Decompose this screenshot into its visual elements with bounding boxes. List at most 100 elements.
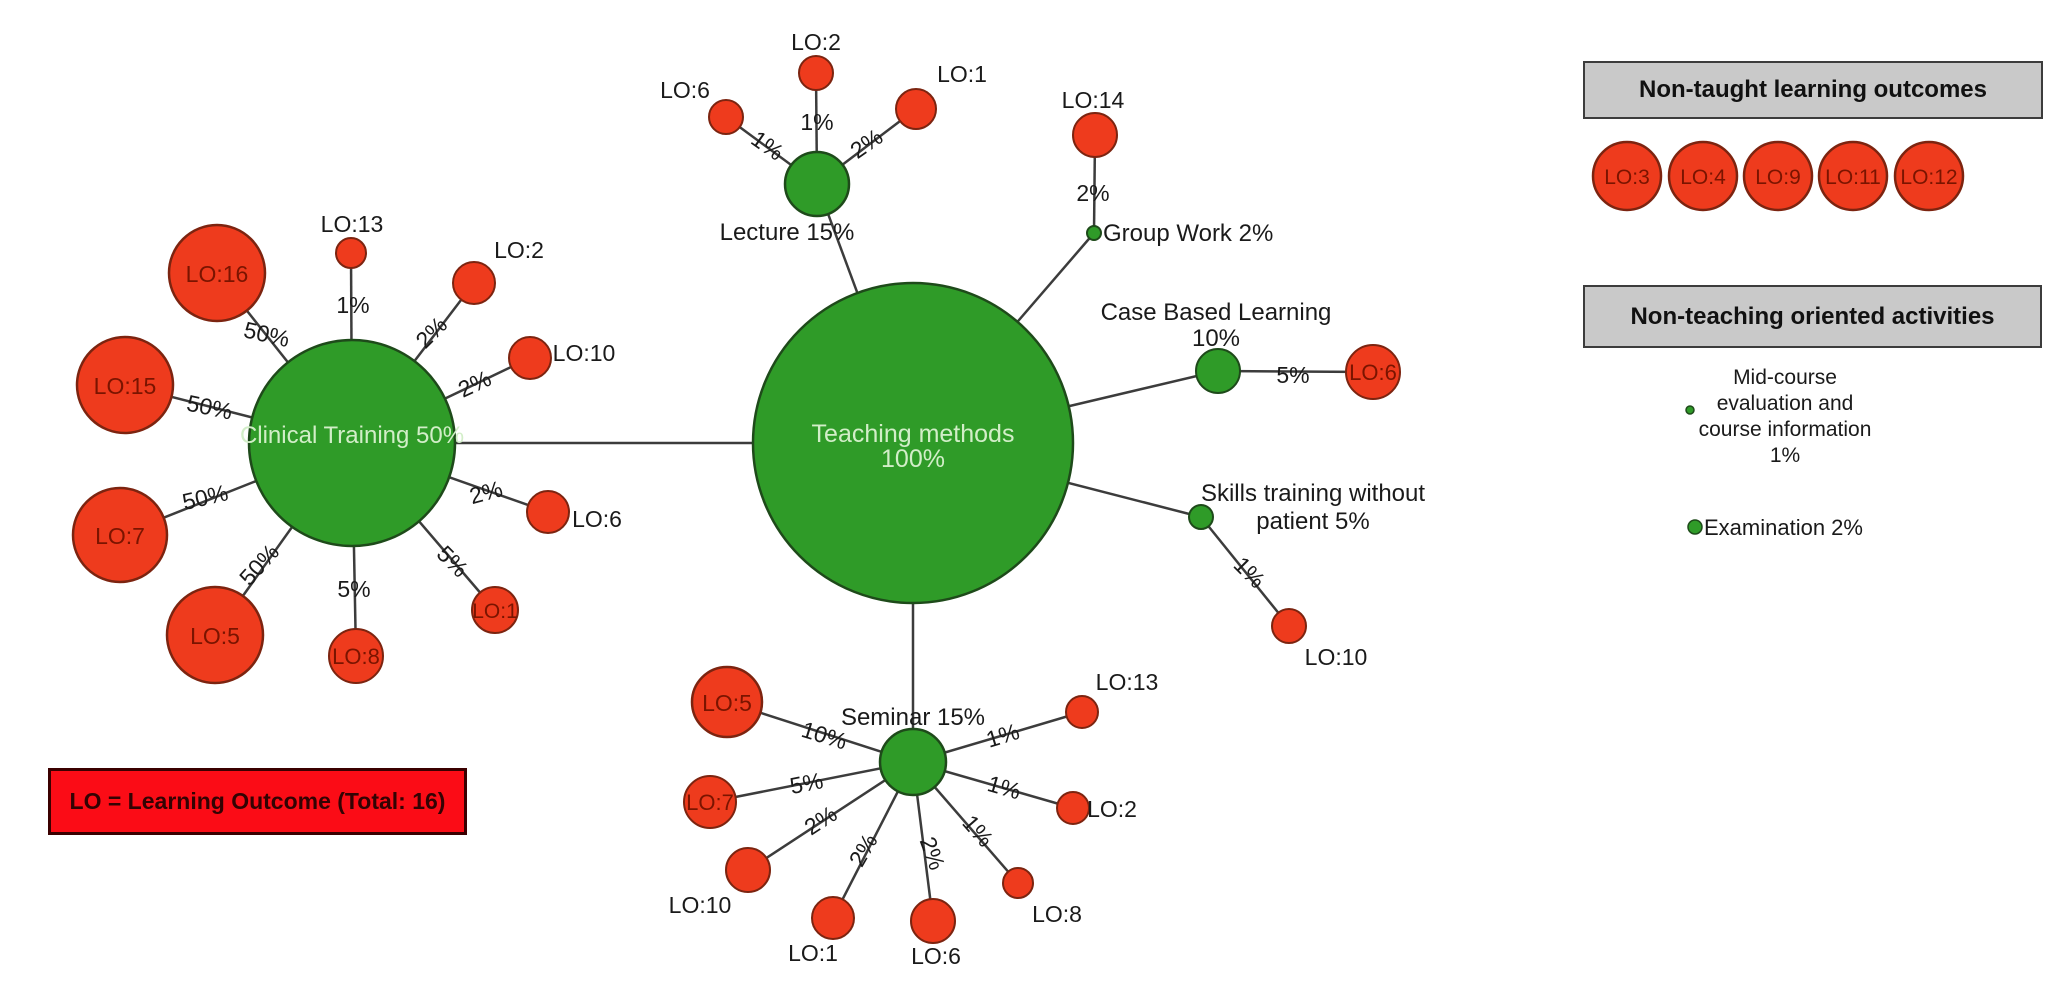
legend-circle-label: LO:4 xyxy=(1680,166,1726,189)
mid-course-label: course information xyxy=(1699,418,1872,441)
edge-line-21 xyxy=(1200,516,1290,627)
legend-circle-label: LO:12 xyxy=(1900,166,1957,189)
mid-course-label: evaluation and xyxy=(1717,392,1854,415)
node-seminar-lo10-circle xyxy=(725,847,771,893)
node-lecture-lo6-label: LO:6 xyxy=(660,77,710,103)
edge-label-29: 1% xyxy=(983,718,1022,753)
examination-label: Examination 2% xyxy=(1704,515,1863,540)
node-groupwork-lo14-label: LO:14 xyxy=(1062,87,1125,113)
node-groupwork-circle xyxy=(1086,225,1102,241)
node-lecture-lo6-circle xyxy=(708,99,744,135)
node-teaching-circle xyxy=(751,281,1075,605)
node-seminar-lo2-label: LO:2 xyxy=(1087,796,1137,822)
node-groupwork-label: Group Work 2% xyxy=(1103,220,1273,247)
node-skills-circle xyxy=(1188,504,1214,530)
legend-circle-lo11 xyxy=(1817,140,1889,212)
node-seminar-lo5-circle xyxy=(690,665,764,739)
node-seminar-lo10-label: LO:10 xyxy=(669,892,732,918)
node-casebased-circle xyxy=(1195,348,1241,394)
legend-circle-lo12 xyxy=(1893,140,1965,212)
node-seminar-lo6-label: LO:6 xyxy=(911,943,961,969)
legend-circle-label: LO:3 xyxy=(1604,166,1650,189)
node-clinical-lo16-label: LO:16 xyxy=(186,261,249,287)
node-skills-lo10-circle xyxy=(1271,608,1307,644)
legend-circle-lo4 xyxy=(1667,140,1739,212)
node-clinical-circle xyxy=(247,338,457,548)
edge-label-9: 2% xyxy=(454,365,495,403)
edge-label-28: 1% xyxy=(985,770,1024,804)
edge-label-19: 2% xyxy=(1076,180,1109,206)
node-seminar-lo1-circle xyxy=(811,896,855,940)
mid-course-dot xyxy=(1685,405,1695,415)
node-seminar-lo6-circle xyxy=(910,898,956,944)
node-seminar-lo1-label: LO:1 xyxy=(788,940,838,966)
learning-outcome-note: LO = Learning Outcome (Total: 16) xyxy=(48,768,467,835)
node-clinical-lo13-circle xyxy=(335,237,367,269)
node-clinical-lo6-label: LO:6 xyxy=(572,506,622,532)
node-seminar-lo7-label: LO:7 xyxy=(686,790,734,815)
examination-dot xyxy=(1687,519,1703,535)
edge-label-15: 5% xyxy=(337,576,370,602)
node-lecture-lo2-label: LO:2 xyxy=(791,29,841,55)
node-clinical-lo10-label: LO:10 xyxy=(553,340,616,366)
node-clinical-lo2-label: LO:2 xyxy=(494,237,544,263)
node-clinical-label: Clinical Training 50% xyxy=(240,422,464,449)
node-seminar-lo8-circle xyxy=(1002,867,1034,899)
edge-label-27: 1% xyxy=(957,810,998,852)
node-casebased-lo6-label: LO:6 xyxy=(1349,360,1397,385)
node-casebased-label: Case Based Learning xyxy=(1101,299,1332,326)
edge-label-7: 1% xyxy=(336,292,369,318)
legend-circle-lo9 xyxy=(1742,140,1814,212)
node-casebased-label: 10% xyxy=(1192,325,1240,352)
node-seminar-label: Seminar 15% xyxy=(841,704,985,731)
node-clinical-lo5-label: LO:5 xyxy=(190,623,240,649)
node-clinical-lo16-circle xyxy=(167,223,267,323)
mid-course-label: 1% xyxy=(1770,444,1800,467)
node-clinical-lo1-circle xyxy=(471,586,519,634)
node-teaching-label: Teaching methods xyxy=(812,420,1015,448)
edge-label-12: 50% xyxy=(180,479,231,515)
node-clinical-lo8-label: LO:8 xyxy=(332,644,380,669)
legend-circle-label: LO:11 xyxy=(1825,166,1881,189)
legend-title-non-taught-learning-outcomes: Non-taught learning outcomes xyxy=(1583,61,2043,119)
node-lecture-lo2-circle xyxy=(798,55,834,91)
node-seminar-lo2-circle xyxy=(1056,791,1090,825)
edge-label-17: 1% xyxy=(800,109,833,135)
node-lecture-circle xyxy=(783,150,851,218)
node-seminar-lo7-circle xyxy=(683,775,737,829)
edge-label-6: 50% xyxy=(241,316,292,352)
node-seminar-lo8-label: LO:8 xyxy=(1032,901,1082,927)
node-skills-label: Skills training without xyxy=(1201,480,1425,507)
node-seminar-lo5-label: LO:5 xyxy=(702,690,752,716)
node-seminar-lo13-label: LO:13 xyxy=(1096,669,1159,695)
node-clinical-lo6-circle xyxy=(526,490,570,534)
node-lecture-lo1-circle xyxy=(895,88,937,130)
node-clinical-lo15-circle xyxy=(75,335,175,435)
node-clinical-lo5-circle xyxy=(165,585,265,685)
node-seminar-lo13-circle xyxy=(1065,695,1099,729)
edge-line-23 xyxy=(709,760,914,804)
edge-label-10: 50% xyxy=(184,390,234,425)
node-skills-label: patient 5% xyxy=(1256,508,1369,535)
node-skills-lo10-label: LO:10 xyxy=(1305,644,1368,670)
node-clinical-lo10-circle xyxy=(508,336,552,380)
edge-label-11: 2% xyxy=(467,475,506,509)
node-clinical-lo15-label: LO:15 xyxy=(94,373,157,399)
node-clinical-lo2-circle xyxy=(452,261,496,305)
node-clinical-lo13-label: LO:13 xyxy=(321,211,384,237)
edge-label-26: 2% xyxy=(915,833,951,873)
legend-circle-lo3 xyxy=(1591,140,1663,212)
node-lecture-lo1-label: LO:1 xyxy=(937,61,987,87)
node-clinical-lo7-circle xyxy=(71,486,169,584)
node-clinical-lo8-circle xyxy=(328,628,384,684)
edge-label-20: 5% xyxy=(1276,362,1309,388)
node-casebased-lo6-circle xyxy=(1345,344,1401,400)
legend-circle-label: LO:9 xyxy=(1755,166,1801,189)
mid-course-label: Mid-course xyxy=(1733,366,1837,389)
node-groupwork-lo14-circle xyxy=(1072,112,1118,158)
legend-title-non-teaching-oriented-activities: Non-teaching oriented activities xyxy=(1583,285,2042,348)
edge-label-24: 2% xyxy=(800,800,842,840)
edge-label-23: 5% xyxy=(788,767,826,799)
